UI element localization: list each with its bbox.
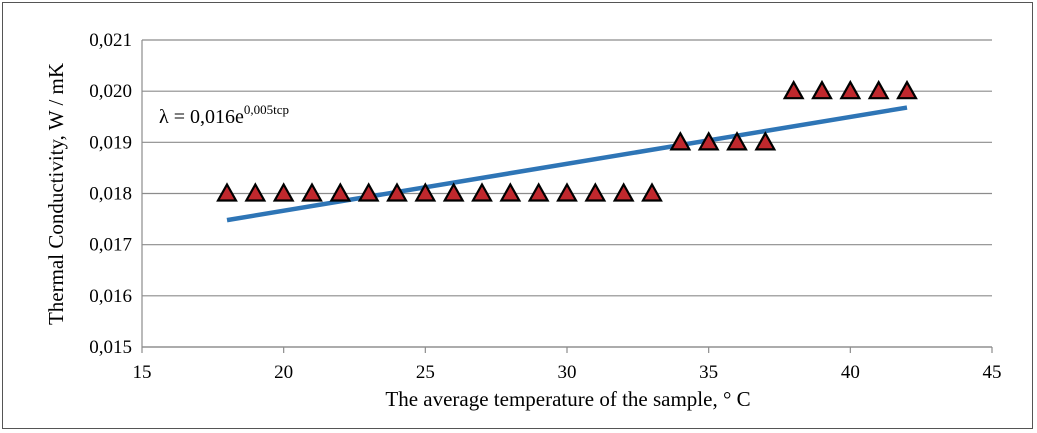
data-point-triangle: [414, 182, 437, 202]
x-tick-label: 15: [133, 362, 152, 383]
data-point-triangle: [697, 131, 720, 151]
data-point-triangle: [442, 182, 465, 202]
trendline-equation-exponent: 0,005tср: [244, 102, 289, 117]
data-point-triangle: [527, 182, 550, 202]
data-point-triangle: [357, 182, 380, 202]
y-tick-label: 0,017: [89, 235, 132, 256]
y-tick-label: 0,020: [89, 81, 132, 102]
data-point-triangle: [584, 182, 607, 202]
data-point-triangle: [386, 182, 408, 202]
y-axis-title: Thermal Conductivity, W / mK: [44, 63, 68, 325]
x-tick-label: 20: [274, 362, 293, 383]
x-axis-title: The average temperature of the sample, °…: [385, 387, 750, 411]
trendline: [226, 105, 908, 223]
trendline-equation: λ = 0,016e0,005tср: [159, 102, 289, 128]
data-point-triangle: [272, 182, 295, 202]
data-point-triangle: [839, 79, 862, 100]
trendline-equation-base: λ = 0,016e: [159, 106, 244, 128]
y-tick-label: 0,018: [89, 184, 132, 205]
data-point-triangle: [754, 131, 777, 151]
data-point-triangle: [499, 182, 522, 202]
y-tick-label: 0,019: [89, 132, 132, 153]
data-point-triangle: [612, 182, 635, 202]
data-point-triangle: [471, 182, 493, 202]
x-tick-label: 30: [558, 362, 577, 383]
data-point-triangle: [896, 79, 918, 100]
x-tick-label: 25: [416, 362, 435, 383]
data-point-triangle: [811, 79, 833, 100]
data-point-triangle: [556, 182, 578, 202]
data-points-layer: [216, 79, 918, 202]
axis-layer: 0,015 0,016 0,017 0,018 0,019 0,020 0,021 15 20 2…: [89, 30, 1001, 383]
trendline-layer: [226, 105, 908, 223]
data-point-triangle: [867, 79, 890, 100]
x-tick-label: 40: [841, 362, 860, 383]
data-point-triangle: [641, 182, 663, 202]
data-point-triangle: [244, 182, 267, 202]
y-tick-label: 0,016: [89, 286, 132, 307]
data-point-triangle: [726, 131, 748, 151]
x-tick-label: 35: [699, 362, 718, 383]
x-tick-label: 45: [983, 362, 1002, 383]
data-point-triangle: [329, 182, 352, 202]
y-tick-label: 0,021: [89, 30, 132, 51]
data-point-triangle: [669, 131, 692, 151]
data-point-triangle: [782, 79, 805, 100]
scatter-chart: 0,015 0,016 0,017 0,018 0,019 0,020 0,021 15 20 2…: [44, 30, 1002, 411]
y-tick-label: 0,015: [89, 337, 132, 358]
data-point-triangle: [216, 182, 238, 202]
data-point-triangle: [301, 182, 323, 202]
